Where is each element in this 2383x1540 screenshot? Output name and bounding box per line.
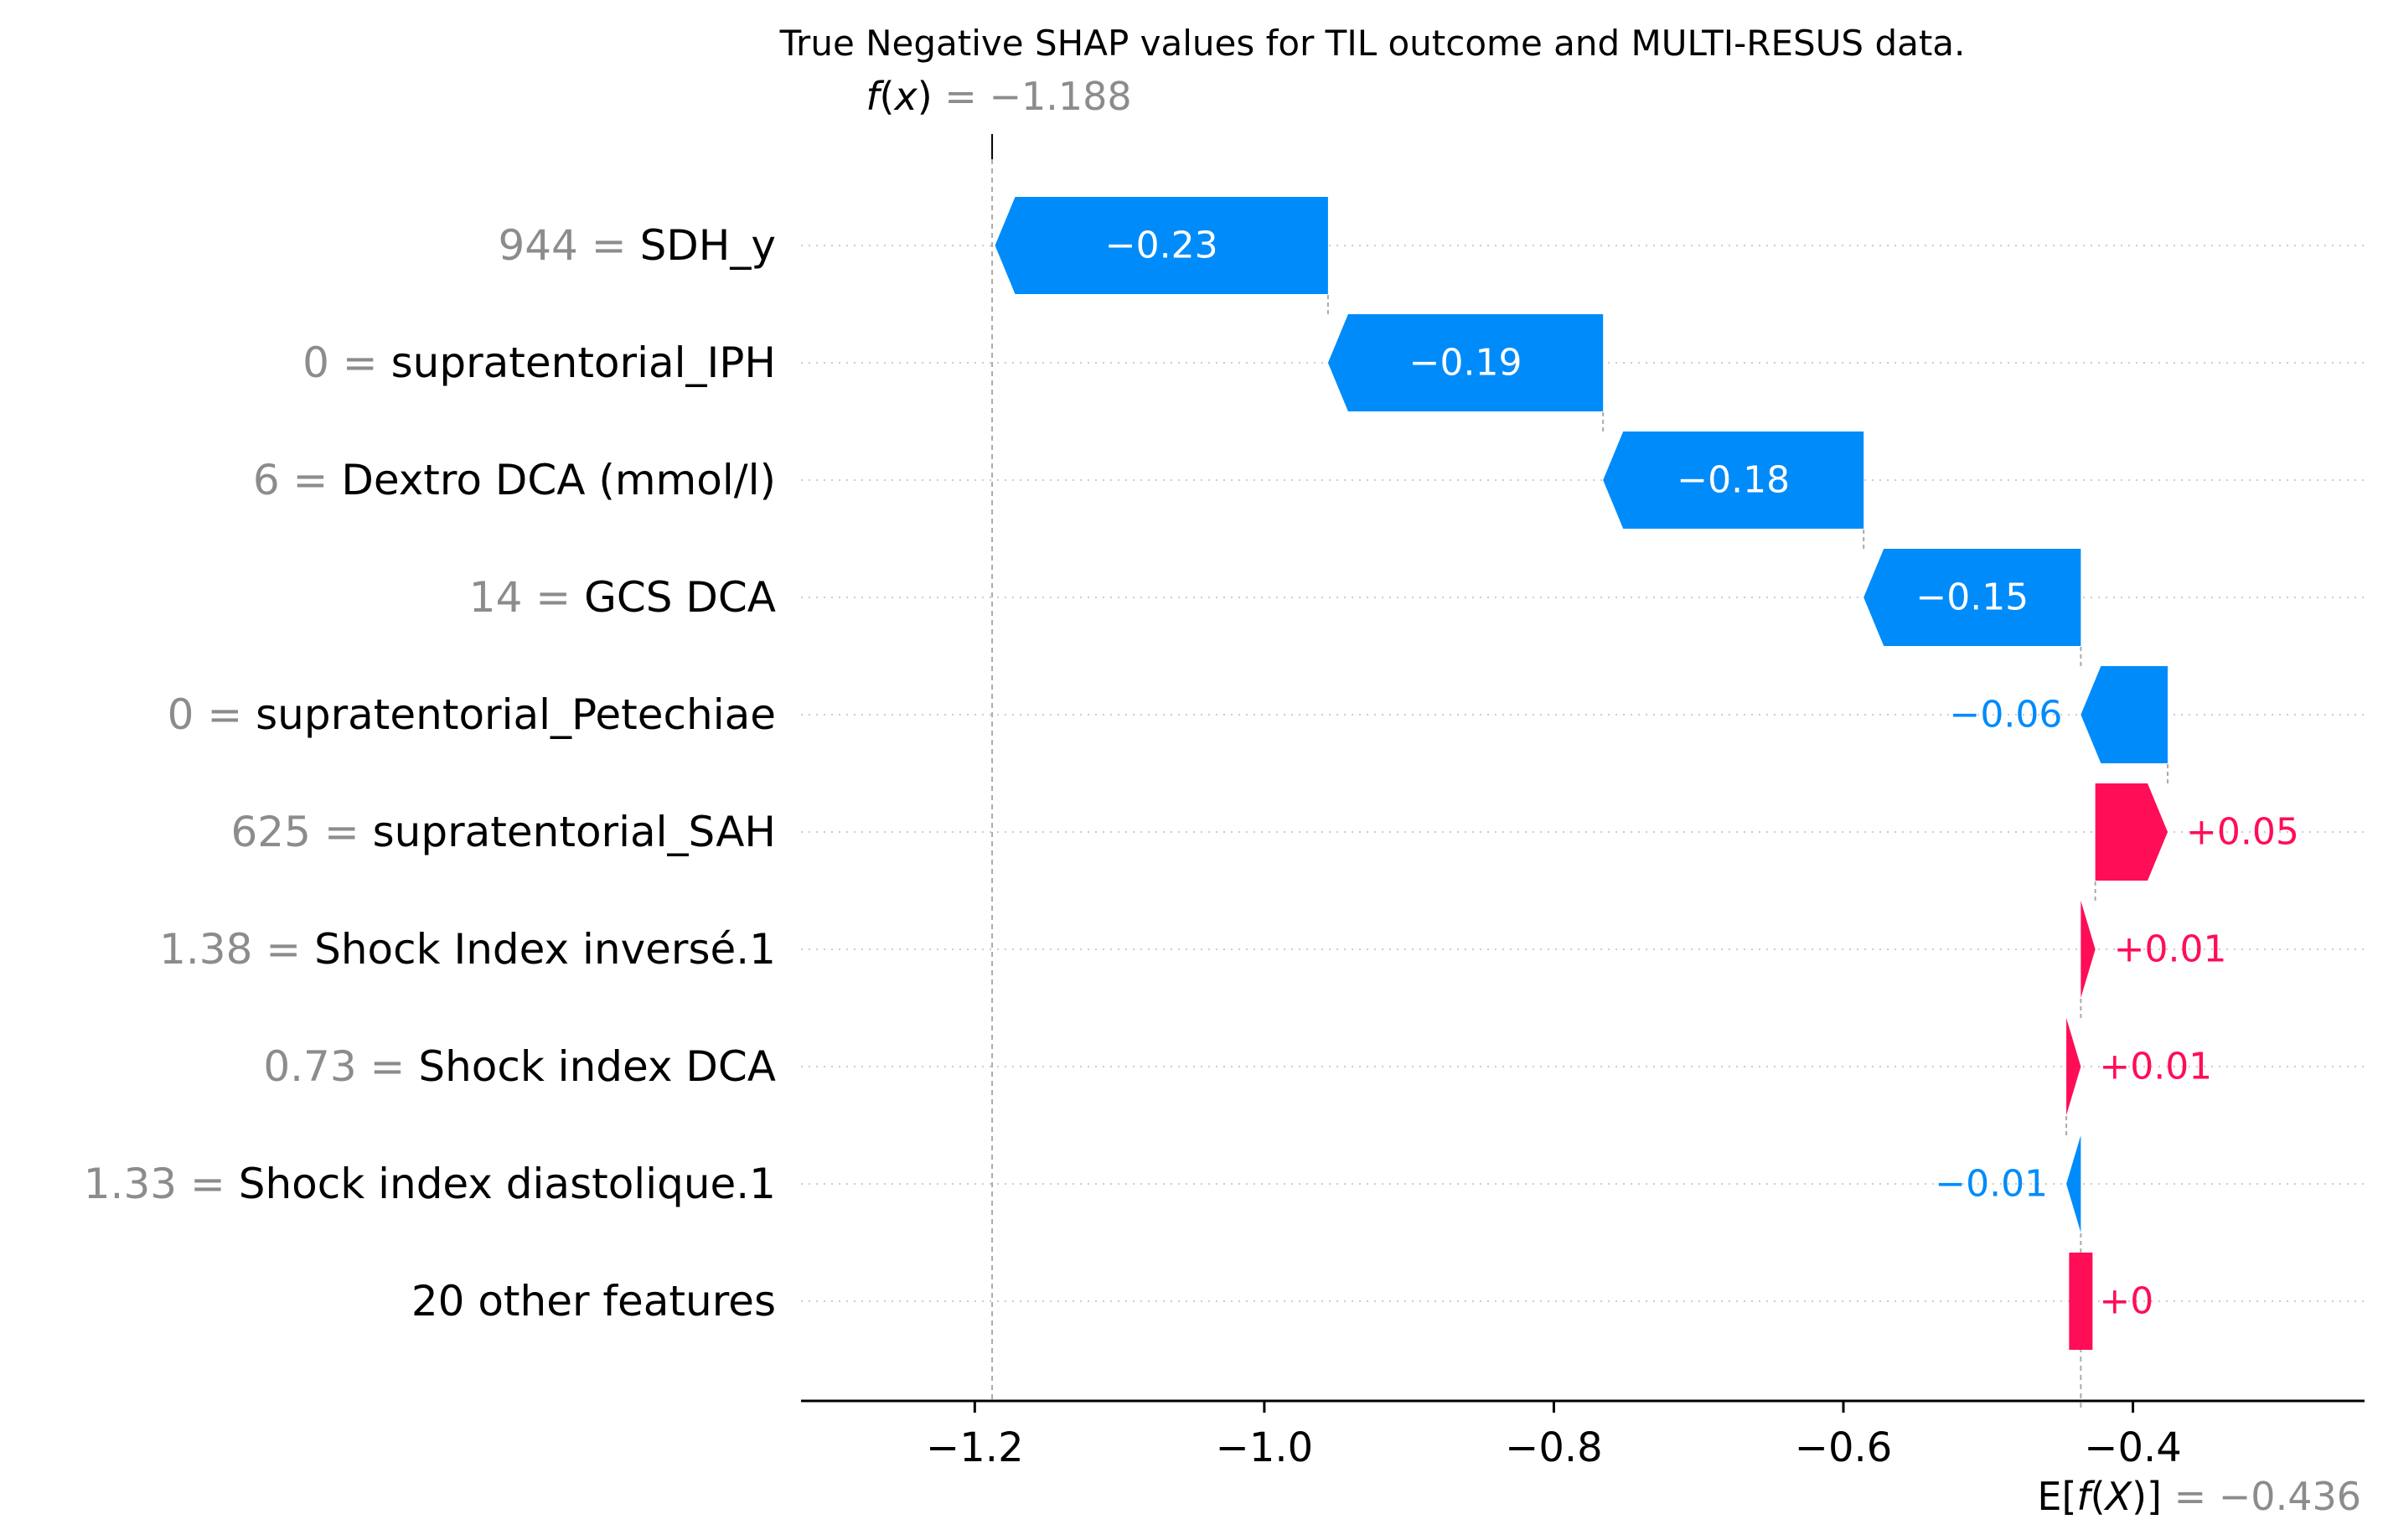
bar-value-label: +0.01: [2099, 1046, 2212, 1088]
fx-label: f(x) = −1.188: [866, 74, 1131, 119]
feature-eq: =: [357, 1042, 419, 1091]
feature-name: SDH_y: [640, 221, 776, 270]
feature-value: 6: [253, 456, 280, 504]
waterfall-bar: [1603, 432, 1864, 529]
bar-value-label: +0.01: [2114, 928, 2227, 971]
feature-label: 625 = supratentorial_SAH: [231, 808, 777, 856]
feature-labels: −0.23 944 = SDH_y −0.19 0 = supratentorial_…: [84, 221, 2299, 1326]
bar-value-label: +0: [2099, 1280, 2153, 1323]
feature-name: supratentorial_SAH: [373, 808, 776, 856]
feature-name: 20 other features: [411, 1277, 776, 1326]
feature-name: GCS DCA: [584, 573, 776, 622]
fx-var: x: [892, 74, 918, 119]
x-tick-label: −0.4: [2084, 1424, 2182, 1471]
feature-value: 1.38: [159, 925, 252, 974]
feature-eq: =: [311, 808, 373, 856]
feature-label: 0 = supratentorial_Petechiae: [168, 690, 776, 739]
bar-value-label: −0.18: [1677, 459, 1790, 502]
feature-value: 0: [302, 338, 329, 387]
feature-label: 944 = SDH_y: [498, 221, 776, 270]
feature-label: 0 = supratentorial_IPH: [302, 338, 776, 387]
feature-value: 944: [498, 221, 577, 270]
feature-label: 1.38 = Shock Index inversé.1: [159, 925, 776, 974]
waterfall-bar: [2095, 783, 2168, 881]
waterfall-bar: [995, 197, 1328, 294]
fx-value: −1.188: [989, 74, 1131, 119]
waterfall-bar: [2069, 1253, 2093, 1350]
x-tick-label: −0.8: [1505, 1424, 1603, 1471]
feature-eq: =: [252, 925, 314, 974]
efx-value: −0.436: [2219, 1474, 2361, 1519]
feature-label: 1.33 = Shock index diastolique.1: [84, 1160, 776, 1208]
feature-eq: =: [329, 338, 391, 387]
x-tick-label: −1.2: [926, 1424, 1024, 1471]
x-axis: −1.2 −1.0 −0.8 −0.6 −0.4: [801, 1399, 2365, 1471]
bar-value-label: −0.23: [1105, 225, 1218, 267]
feature-name: Shock Index inversé.1: [314, 925, 776, 974]
efx-label: E[f(X)] = −0.436: [2037, 1474, 2361, 1519]
x-tick-label: −0.6: [1795, 1424, 1893, 1471]
bar-value-label: −0.06: [1950, 694, 2063, 736]
efx-var: X: [2104, 1474, 2133, 1519]
feature-eq: =: [280, 456, 342, 504]
waterfall-bar: [2066, 1135, 2081, 1233]
waterfall-bar: [1863, 549, 2081, 646]
feature-value: 0.73: [263, 1042, 356, 1091]
feature-name: supratentorial_Petechiae: [256, 690, 776, 739]
feature-label: 14 = GCS DCA: [469, 573, 776, 622]
feature-value: 14: [469, 573, 523, 622]
feature-eq: =: [177, 1160, 239, 1208]
waterfall-bar: [1327, 314, 1604, 411]
feature-name: Shock index diastolique.1: [239, 1160, 776, 1208]
x-tick-label: −1.0: [1216, 1424, 1314, 1471]
waterfall-bar: [2081, 901, 2096, 998]
feature-value: 625: [231, 808, 311, 856]
feature-eq: =: [194, 690, 256, 739]
waterfall-bar: [2066, 1018, 2081, 1115]
feature-value: 0: [168, 690, 194, 739]
waterfall-bar: [2081, 666, 2168, 763]
feature-name: supratentorial_IPH: [391, 338, 776, 387]
chart-title: True Negative SHAP values for TIL outcom…: [779, 23, 1966, 64]
bar-value-label: +0.05: [2186, 811, 2299, 854]
feature-label: 20 other features: [411, 1277, 776, 1326]
feature-name: Dextro DCA (mmol/l): [341, 456, 776, 504]
feature-eq: =: [578, 221, 640, 270]
feature-value: 1.33: [84, 1160, 177, 1208]
bar-value-label: −0.19: [1409, 342, 1522, 385]
fx-eq: =: [933, 74, 990, 119]
connector-lines: [991, 134, 2169, 1411]
bar-value-label: −0.01: [1935, 1163, 2048, 1206]
feature-eq: =: [522, 573, 584, 622]
feature-label: 6 = Dextro DCA (mmol/l): [253, 456, 776, 504]
feature-name: Shock index DCA: [418, 1042, 776, 1091]
feature-label: 0.73 = Shock index DCA: [263, 1042, 776, 1091]
bar-value-label: −0.15: [1915, 576, 2029, 619]
efx-eq: =: [2162, 1474, 2219, 1519]
waterfall-bars: [995, 197, 2168, 1350]
